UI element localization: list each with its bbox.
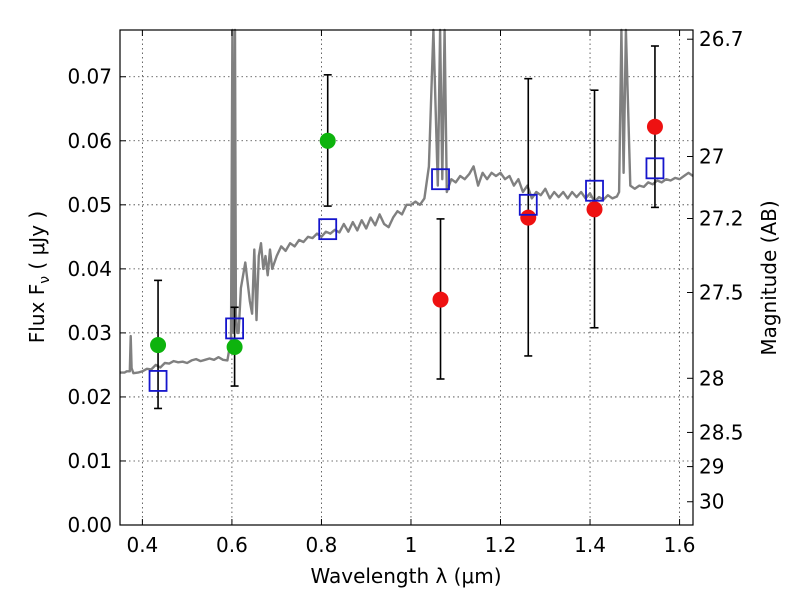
grid	[120, 30, 693, 526]
mag-tick-label: 29	[699, 455, 724, 479]
model-photometry-point	[431, 168, 450, 191]
y-tick-label: 0.02	[67, 385, 112, 409]
x-tick-label: 1.2	[485, 533, 517, 557]
model-photometry-point	[518, 193, 538, 216]
tick-layer: 0.4 0.6 0.8 1 1.2 1.4 1.6 0.00 0.01 0.02 0.03 0.04 0…	[67, 27, 743, 557]
model-photometry-point	[585, 179, 604, 202]
model-photometry-point	[225, 317, 245, 340]
observed-nir-point	[646, 118, 663, 135]
observed-optical-point	[226, 338, 243, 355]
observed-optical-point	[150, 337, 167, 354]
y2-axis-label: Magnitude (AB)	[757, 200, 781, 355]
x-tick-label: 1.4	[574, 533, 606, 557]
plot-frame	[119, 29, 694, 526]
x-tick-label: 0.4	[126, 533, 158, 557]
model-photometry-point	[645, 157, 665, 180]
y-axis-label-main: Flux F	[25, 284, 49, 343]
observed-optical-point	[319, 132, 336, 149]
x-tick-label: 1	[405, 533, 418, 557]
x-tick-label: 0.8	[306, 533, 338, 557]
y-tick-label: 0.00	[67, 513, 112, 537]
spectrum-layer	[120, 28, 694, 375]
y-tick-label: 0.04	[67, 257, 112, 281]
y-axis-label: Flux Fν ( μJy )	[25, 211, 53, 343]
y-tick-label: 0.01	[67, 449, 112, 473]
mag-tick-label: 27	[699, 144, 724, 168]
mag-tick-label: 26.7	[699, 27, 744, 51]
observed-nir-point	[432, 291, 449, 308]
y-tick-label: 0.07	[67, 65, 112, 89]
x-axis-label: Wavelength λ (μm)	[310, 564, 501, 588]
y-tick-label: 0.03	[67, 321, 112, 345]
y-tick-label: 0.05	[67, 193, 112, 217]
x-tick-label: 1.6	[664, 533, 696, 557]
mag-tick-label: 28.5	[699, 420, 744, 444]
y-axis-label-sub: ν	[37, 276, 53, 284]
x-tick-label: 0.6	[216, 533, 248, 557]
observed-nir-point	[586, 201, 603, 218]
y-axis-label-unit: ( μJy )	[25, 211, 49, 276]
model-photometry-point	[148, 370, 168, 392]
mag-tick-label: 30	[699, 490, 724, 514]
marker-layer	[148, 118, 665, 392]
y-tick-label: 0.06	[67, 129, 112, 153]
spectrum-line	[120, 28, 694, 375]
mag-tick-label: 28	[699, 366, 724, 390]
mag-tick-label: 27.5	[699, 280, 744, 304]
mag-tick-label: 27.2	[699, 206, 744, 230]
observed-nir-point	[520, 209, 537, 226]
model-photometry-point	[318, 218, 338, 241]
